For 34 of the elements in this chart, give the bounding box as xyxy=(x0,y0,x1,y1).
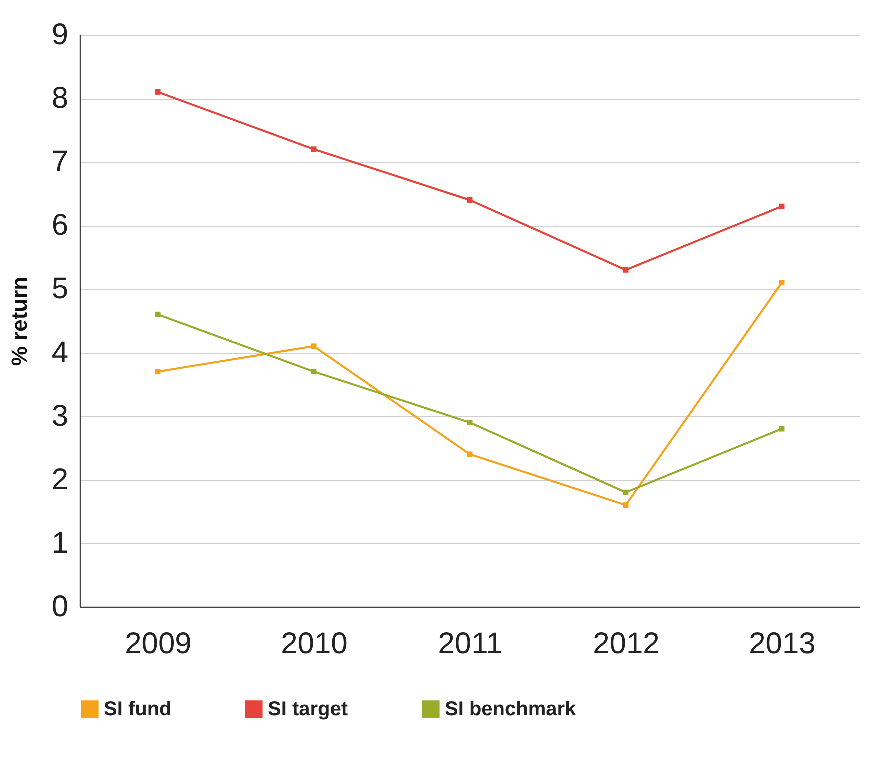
point xyxy=(623,490,629,496)
legend-label: SI fund xyxy=(104,698,172,720)
point xyxy=(311,344,317,350)
point xyxy=(779,204,785,210)
point xyxy=(623,267,629,273)
y-tick-label: 4 xyxy=(52,336,68,370)
y-tick-label: 9 xyxy=(52,18,68,52)
point xyxy=(779,280,785,286)
x-tick-label: 2010 xyxy=(281,628,348,660)
x-tick-label: 2012 xyxy=(593,628,660,660)
y-tick-label: 8 xyxy=(52,82,68,116)
x-tick-label: 2011 xyxy=(438,628,503,660)
point xyxy=(155,89,161,95)
point xyxy=(311,146,317,152)
point xyxy=(155,369,161,375)
point xyxy=(467,452,473,458)
point xyxy=(623,502,629,508)
legend-label: SI target xyxy=(268,698,348,720)
point xyxy=(467,198,473,203)
point xyxy=(155,312,161,318)
x-tick-label: 2009 xyxy=(125,628,192,660)
point xyxy=(779,426,785,432)
y-tick-label: 3 xyxy=(52,400,68,433)
y-tick-label: 2 xyxy=(52,463,68,496)
y-tick-label: 7 xyxy=(52,146,68,179)
point xyxy=(467,420,473,426)
point xyxy=(311,369,317,375)
legend-label: SI benchmark xyxy=(445,698,578,720)
x-tick-label: 2013 xyxy=(749,628,816,660)
y-tick-label: 0 xyxy=(52,590,68,624)
y-tick-label: 5 xyxy=(52,272,68,306)
y-axis-title: % return xyxy=(6,276,32,366)
y-tick-label: 6 xyxy=(52,209,68,242)
y-tick-label: 1 xyxy=(52,526,68,560)
